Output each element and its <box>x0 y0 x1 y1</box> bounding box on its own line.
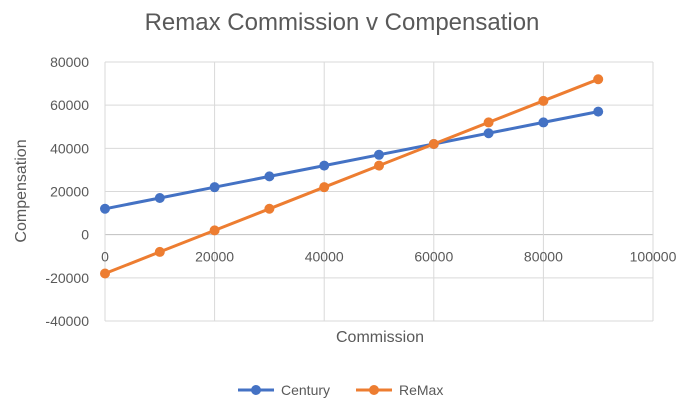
data-point-remax <box>100 268 110 279</box>
chart-title: Remax Commission v Compensation <box>145 9 540 36</box>
legend-marker-remax <box>369 385 379 395</box>
data-point-century <box>538 117 549 128</box>
legend-marker-century <box>251 385 261 395</box>
data-point-remax <box>209 225 220 236</box>
axes: 80000 60000 40000 20000 0 -20000 -40000 0 20000 4… <box>45 54 676 329</box>
data-point-remax <box>154 246 165 257</box>
data-point-remax <box>319 182 330 193</box>
y-tick-label: -20000 <box>45 270 89 286</box>
y-axis-title: Compensation <box>13 139 30 242</box>
legend-label-century: Century <box>281 382 330 398</box>
data-point-century <box>209 182 220 193</box>
x-tick-label: 60000 <box>414 249 453 265</box>
x-tick-label: 100000 <box>630 249 677 265</box>
data-point-century <box>319 160 330 171</box>
data-point-remax <box>264 203 275 214</box>
data-point-remax <box>483 117 494 128</box>
y-tick-label: 20000 <box>50 184 89 200</box>
y-tick-label: -40000 <box>45 313 89 329</box>
y-tick-label: 0 <box>81 227 89 243</box>
x-tick-label: 40000 <box>305 249 344 265</box>
data-point-century <box>154 192 165 203</box>
data-point-remax <box>428 139 439 150</box>
y-tick-label: 80000 <box>50 54 89 70</box>
plot-area <box>100 74 604 279</box>
y-tick-label: 60000 <box>50 97 89 113</box>
data-point-century <box>100 203 110 214</box>
series-line-remax <box>104 77 599 275</box>
data-point-remax <box>593 74 604 85</box>
x-tick-label: 0 <box>101 249 109 265</box>
data-point-century <box>593 106 604 117</box>
data-point-remax <box>374 160 384 171</box>
legend-label-remax: ReMax <box>399 382 443 398</box>
data-point-century <box>374 149 384 160</box>
y-tick-label: 40000 <box>50 140 89 156</box>
x-axis-title: Commission <box>336 329 424 346</box>
data-point-century <box>264 171 275 182</box>
legend: Century ReMax <box>238 382 443 398</box>
series-line-century <box>104 110 599 211</box>
x-tick-label: 80000 <box>524 249 563 265</box>
data-point-century <box>483 128 494 139</box>
data-point-remax <box>538 95 549 106</box>
x-tick-label: 20000 <box>195 249 234 265</box>
